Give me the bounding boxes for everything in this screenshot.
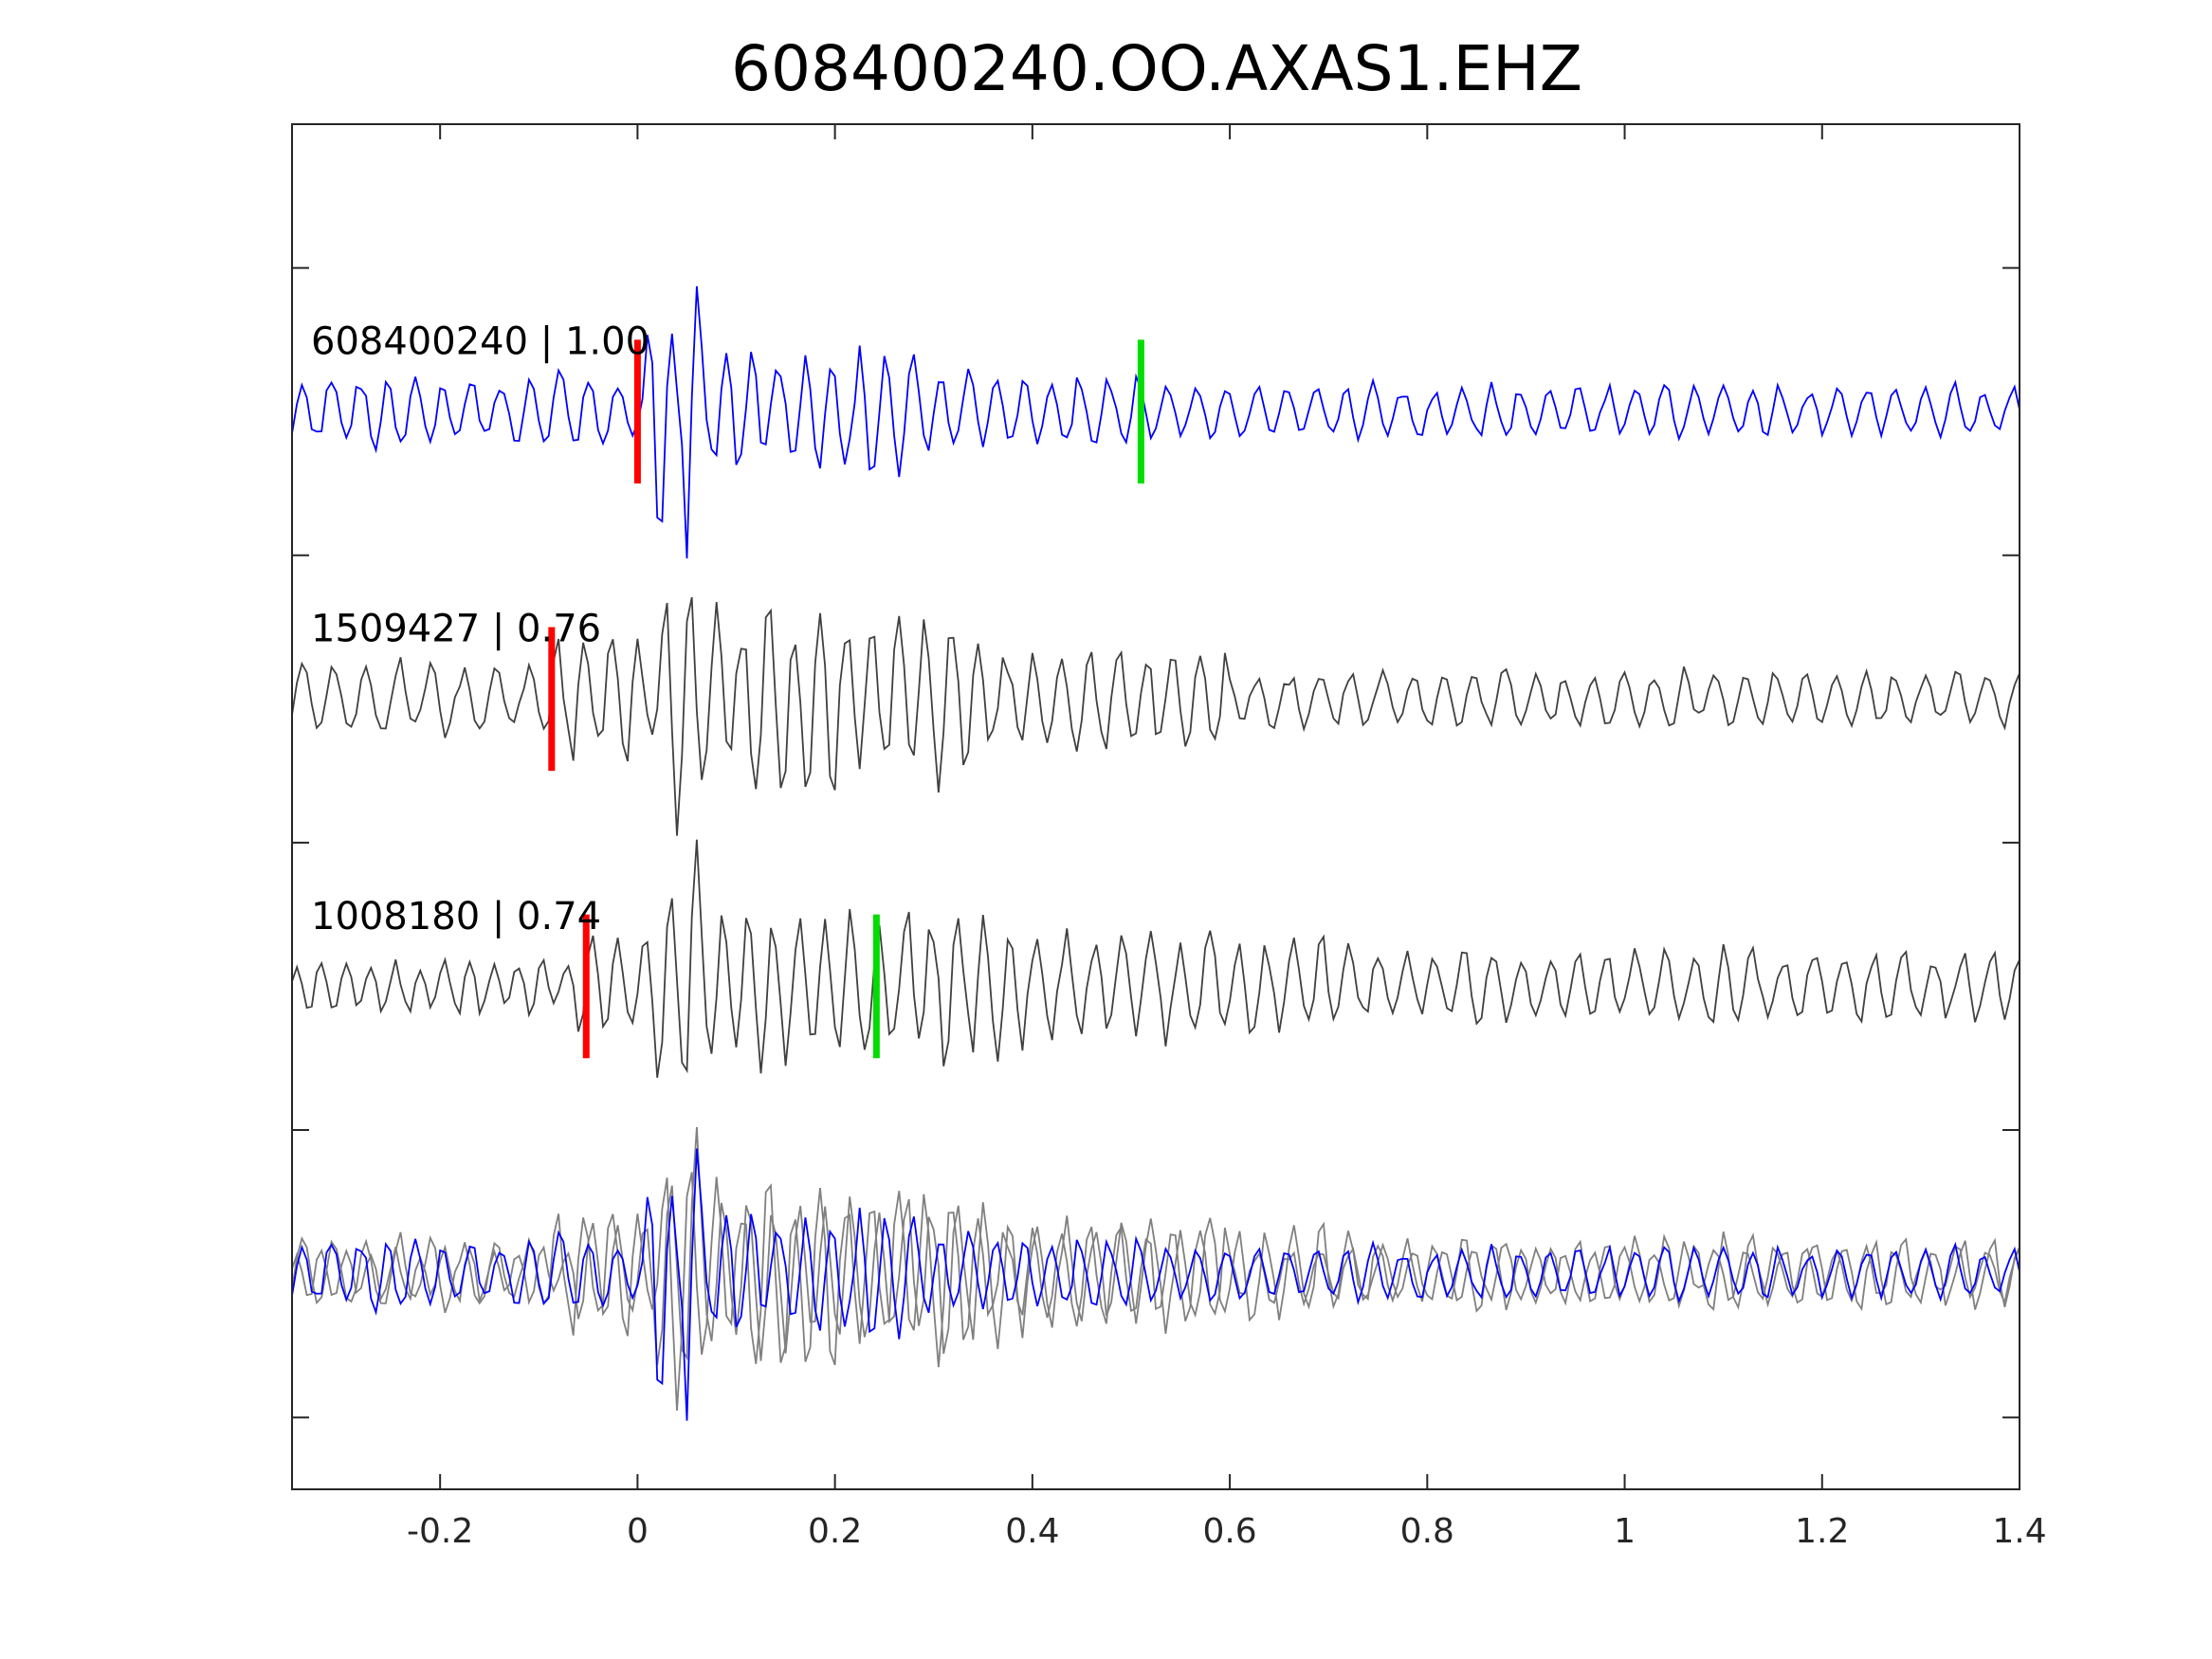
- x-tick-label: 0.4: [1005, 1512, 1059, 1551]
- x-tick-label: 0.8: [1400, 1512, 1454, 1551]
- trace-label: 1008180 | 0.74: [311, 895, 601, 939]
- trace-label: 608400240 | 1.00: [311, 320, 649, 364]
- x-tick-label: 0.2: [808, 1512, 862, 1551]
- stack-trace-line: [291, 1148, 2020, 1421]
- x-tick-labels: -0.2 0 0.2 0.4 0.6 0.8 1 1.2 1.4: [407, 1512, 2047, 1551]
- trace-line: [291, 596, 2020, 836]
- x-tick-label: 1.2: [1795, 1512, 1849, 1551]
- phase-picks: [548, 339, 1144, 1059]
- trace-line: [291, 286, 2020, 559]
- stack-trace-line: [291, 1126, 2020, 1366]
- trace-labels: 608400240 | 1.00 1509427 | 0.76 1008180 | …: [311, 320, 649, 939]
- trace-label: 1509427 | 0.76: [311, 608, 601, 651]
- x-tick-label: 0.6: [1202, 1512, 1256, 1551]
- x-tick-label: 1.4: [1992, 1512, 2046, 1551]
- x-tick-label: 1: [1614, 1512, 1636, 1551]
- x-tick-label: 0: [627, 1512, 649, 1551]
- stack-trace-line: [291, 1172, 2020, 1411]
- chart-title: 608400240.OO.AXAS1.EHZ: [731, 32, 1582, 105]
- plot-frame: [291, 123, 2020, 1490]
- trace-line: [291, 839, 2020, 1078]
- waveform-traces: [291, 286, 2020, 1421]
- x-tick-label: -0.2: [407, 1512, 473, 1551]
